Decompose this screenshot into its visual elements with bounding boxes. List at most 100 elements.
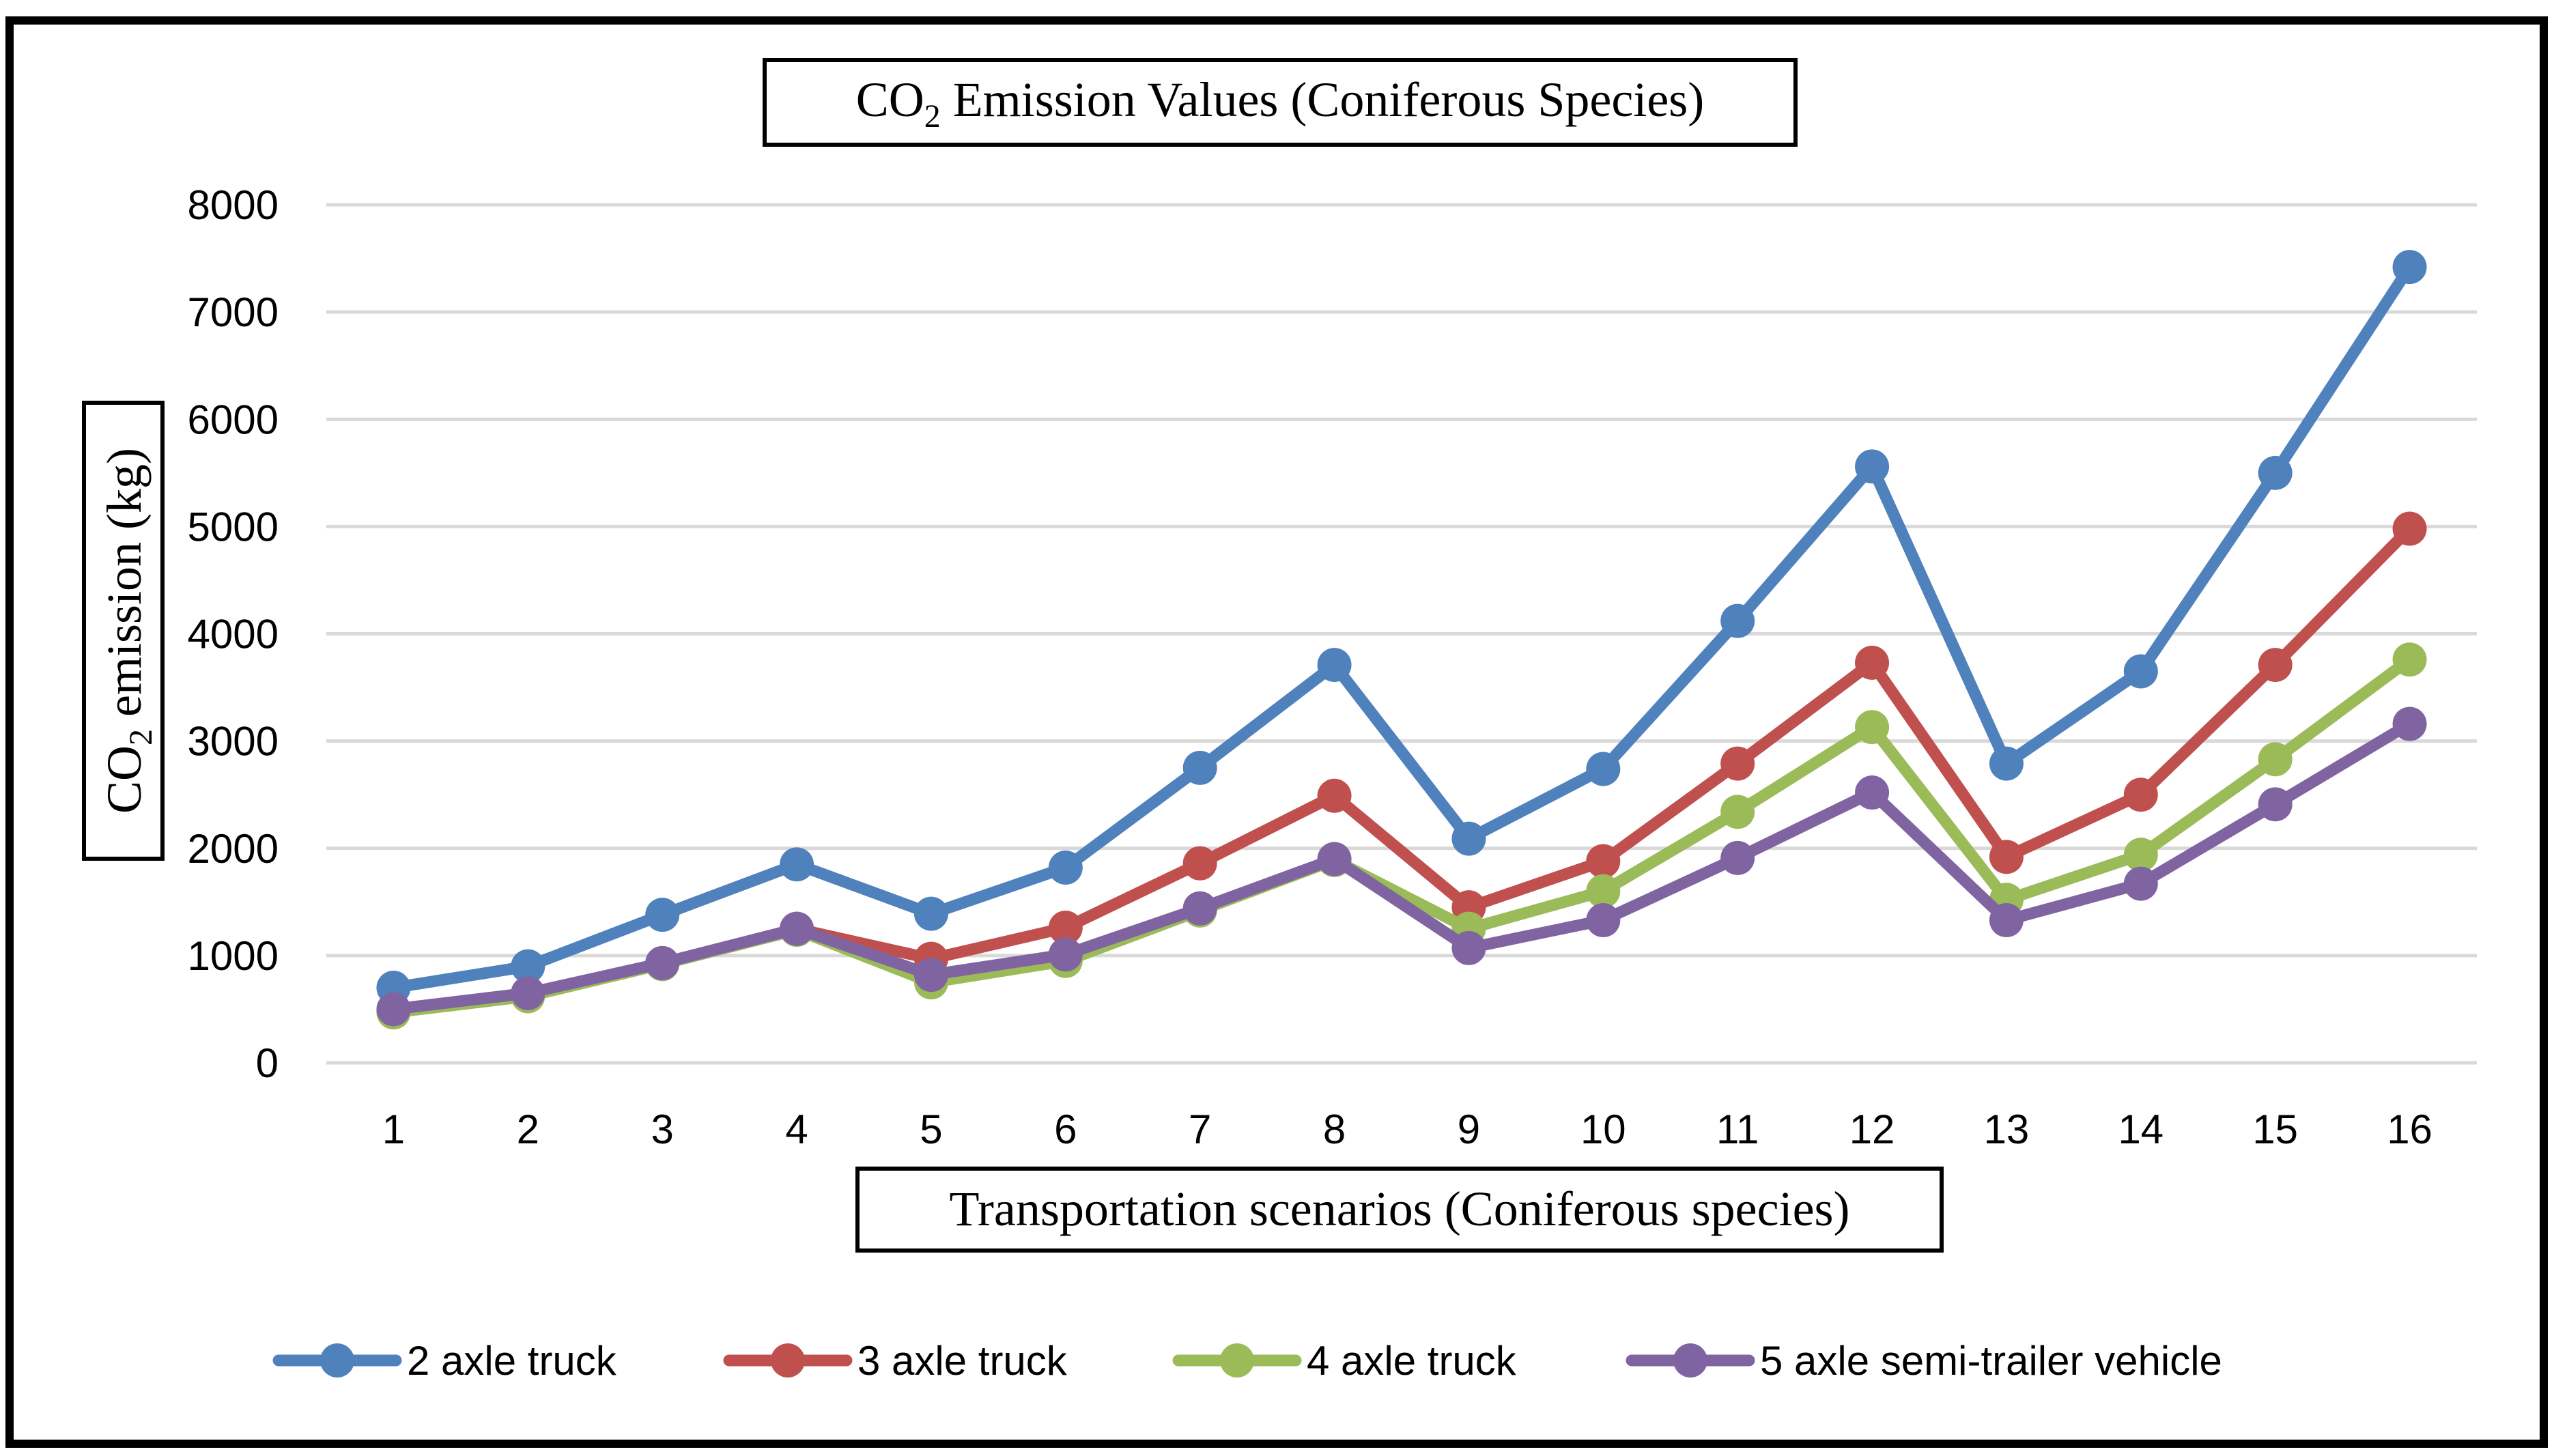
data-point bbox=[1182, 891, 1217, 926]
legend-item: 5 axle semi-trailer vehicle bbox=[1626, 1338, 2222, 1384]
data-point bbox=[2123, 838, 2158, 872]
x-tick-label: 9 bbox=[1458, 1107, 1480, 1152]
data-point bbox=[1182, 846, 1217, 881]
chart-outer-border bbox=[5, 16, 2548, 1448]
data-point bbox=[2123, 777, 2158, 812]
data-point bbox=[2392, 250, 2427, 285]
legend-label: 4 axle truck bbox=[1307, 1338, 1517, 1384]
data-point bbox=[2392, 511, 2427, 546]
x-tick-label: 13 bbox=[1984, 1107, 2030, 1152]
y-tick-label: 8000 bbox=[188, 182, 279, 228]
data-point bbox=[2123, 654, 2158, 689]
series-layer bbox=[376, 250, 2427, 1030]
data-point bbox=[1855, 645, 1890, 680]
data-point bbox=[645, 945, 680, 980]
legend: 2 axle truck 3 axle truck 4 axle truck 5 ax… bbox=[272, 1338, 2222, 1384]
data-point bbox=[1720, 840, 1755, 875]
data-point bbox=[1989, 903, 2024, 938]
y-tick-label: 6000 bbox=[188, 397, 279, 442]
legend-swatch-marker bbox=[1220, 1343, 1254, 1378]
data-point bbox=[1317, 648, 1352, 683]
data-point bbox=[2258, 455, 2293, 490]
data-point bbox=[913, 958, 948, 993]
data-point bbox=[1048, 851, 1083, 885]
legend-item: 3 axle truck bbox=[723, 1338, 1068, 1384]
y-tick-label: 5000 bbox=[188, 504, 279, 549]
legend-item: 2 axle truck bbox=[272, 1338, 617, 1384]
y-axis-label: CO2 emission (kg) bbox=[97, 448, 159, 814]
data-point bbox=[2258, 648, 2293, 683]
y-axis-label-box bbox=[82, 401, 165, 861]
data-point bbox=[1586, 874, 1621, 909]
x-tick-label: 6 bbox=[1054, 1107, 1077, 1152]
x-tick-label: 11 bbox=[1716, 1107, 1759, 1152]
data-point bbox=[511, 975, 545, 1010]
data-point bbox=[2392, 706, 2427, 741]
x-tick-label: 8 bbox=[1323, 1107, 1346, 1152]
data-point bbox=[1451, 930, 1486, 965]
data-point bbox=[1317, 778, 1352, 813]
data-point bbox=[1586, 903, 1621, 938]
data-point bbox=[2123, 866, 2158, 901]
x-tick-label: 12 bbox=[1849, 1107, 1895, 1152]
x-tick-label: 3 bbox=[651, 1107, 674, 1152]
legend-swatch-marker bbox=[771, 1343, 805, 1378]
x-tick-label: 15 bbox=[2252, 1107, 2298, 1152]
legend-swatch-marker bbox=[1673, 1343, 1707, 1378]
legend-label: 5 axle semi-trailer vehicle bbox=[1760, 1338, 2222, 1384]
y-tick-label: 2000 bbox=[188, 826, 279, 872]
y-tick-label: 4000 bbox=[188, 612, 279, 657]
legend-label: 2 axle truck bbox=[407, 1338, 617, 1384]
x-tick-label: 14 bbox=[2118, 1107, 2163, 1152]
data-point bbox=[1855, 710, 1890, 745]
data-point bbox=[1586, 752, 1621, 786]
data-point bbox=[376, 992, 411, 1027]
data-point bbox=[1048, 937, 1083, 972]
data-point bbox=[913, 896, 948, 931]
chart-title: CO2 Emission Values (Coniferous Species) bbox=[856, 72, 1705, 134]
x-tick-label: 1 bbox=[382, 1107, 405, 1152]
x-axis-label-box bbox=[855, 1167, 1944, 1253]
y-tick-label: 3000 bbox=[188, 719, 279, 765]
y-tick-label: 0 bbox=[256, 1040, 279, 1086]
data-point bbox=[1586, 844, 1621, 879]
data-point bbox=[2258, 787, 2293, 822]
y-tick-label: 1000 bbox=[188, 933, 279, 979]
x-tick-label: 7 bbox=[1189, 1107, 1211, 1152]
data-point bbox=[1855, 449, 1890, 484]
chart-title-box bbox=[763, 58, 1798, 147]
data-point bbox=[780, 847, 814, 882]
data-point bbox=[1989, 746, 2024, 781]
x-tick-label: 4 bbox=[785, 1107, 808, 1152]
data-point bbox=[1317, 842, 1352, 876]
data-point bbox=[2392, 642, 2427, 677]
data-point bbox=[511, 949, 545, 984]
y-tick-label: 7000 bbox=[188, 289, 279, 335]
data-point bbox=[645, 898, 680, 932]
x-tick-label: 16 bbox=[2387, 1107, 2432, 1152]
y-axis-ticks: 0 1000 2000 3000 4000 5000 6000 7000 8000 bbox=[188, 182, 279, 1086]
data-point bbox=[1720, 795, 1755, 829]
x-tick-label: 2 bbox=[517, 1107, 539, 1152]
x-tick-label: 10 bbox=[1580, 1107, 1626, 1152]
x-axis-label: Transportation scenarios (Coniferous spe… bbox=[949, 1182, 1849, 1236]
series-4 bbox=[376, 706, 2427, 1027]
series-line bbox=[387, 717, 2416, 1015]
data-point bbox=[1182, 750, 1217, 785]
data-point bbox=[1720, 746, 1755, 781]
data-point bbox=[1451, 821, 1486, 856]
data-point bbox=[2258, 742, 2293, 777]
data-point bbox=[1855, 775, 1890, 810]
data-point bbox=[780, 911, 814, 946]
series-1 bbox=[376, 250, 2427, 1005]
legend-item: 4 axle truck bbox=[1172, 1338, 1517, 1384]
legend-swatch-marker bbox=[320, 1343, 354, 1378]
series-line bbox=[387, 261, 2416, 994]
x-tick-label: 5 bbox=[920, 1107, 942, 1152]
x-axis-ticks: 1 2 3 4 5 6 7 8 9 10 11 12 13 14 15 16 bbox=[382, 1107, 2432, 1152]
legend-label: 3 axle truck bbox=[857, 1338, 1068, 1384]
data-point bbox=[1048, 911, 1083, 945]
data-point bbox=[1720, 603, 1755, 638]
data-point bbox=[1989, 840, 2024, 874]
